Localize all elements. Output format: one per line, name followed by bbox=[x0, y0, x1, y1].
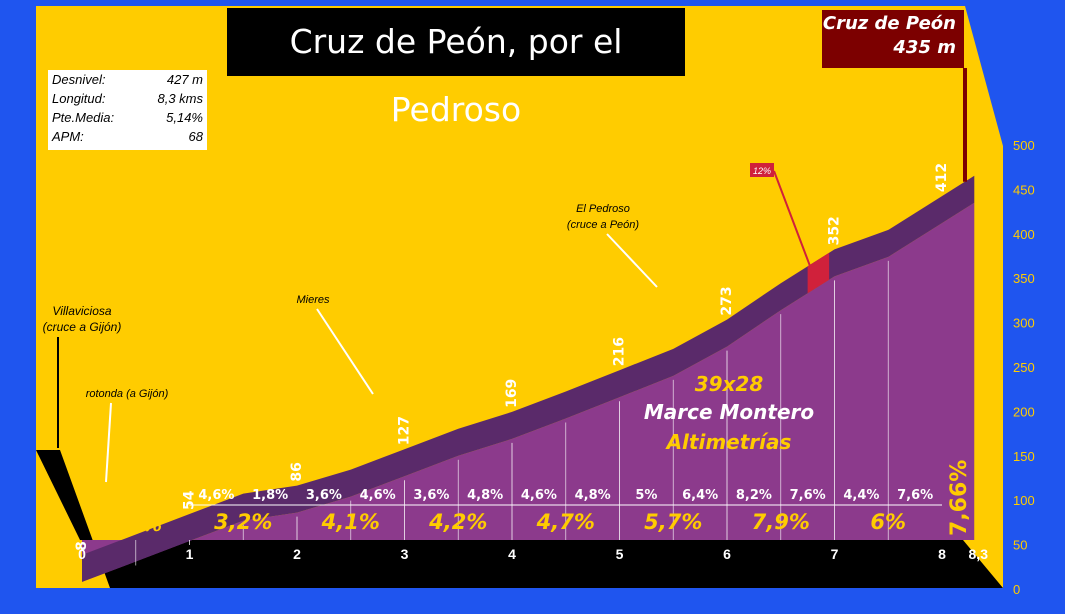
y-tick-label: 100 bbox=[1013, 493, 1035, 508]
altitude-label: 54 bbox=[182, 490, 198, 510]
location-annotation: (cruce a Peón) bbox=[567, 219, 639, 231]
location-annotation: rotonda (a Gijón) bbox=[86, 388, 169, 400]
altitude-label: 412 bbox=[934, 163, 950, 192]
stat-label: Pte.Media: bbox=[52, 110, 115, 125]
half-km-gradient: 4,8% bbox=[575, 488, 611, 503]
x-tick-label: 6 bbox=[723, 546, 731, 562]
x-tick-label: 8,3 bbox=[969, 546, 989, 562]
profile-area bbox=[82, 202, 975, 582]
km-gradient: 5,7% bbox=[644, 510, 702, 534]
x-tick-label: 2 bbox=[293, 546, 301, 562]
altitude-label: 273 bbox=[719, 286, 735, 315]
half-km-gradient: 8,2% bbox=[736, 488, 772, 503]
stat-label: Desnivel: bbox=[52, 72, 106, 87]
km-gradient: 4,7% bbox=[536, 510, 595, 534]
location-annotation: Mieres bbox=[296, 294, 330, 306]
x-tick-label: 4 bbox=[508, 546, 516, 562]
stat-row: Desnivel: 427 m bbox=[48, 70, 207, 89]
half-km-gradient: 7,6% bbox=[790, 488, 826, 503]
summit-name: Cruz de Peón bbox=[822, 13, 956, 34]
half-km-gradient: 1,8% bbox=[252, 488, 288, 503]
x-tick-label: 3 bbox=[401, 546, 409, 562]
stat-row: Longitud: 8,3 kms bbox=[48, 89, 207, 108]
stat-row: Pte.Media: 5,14% bbox=[48, 108, 207, 127]
steep-pointer bbox=[773, 170, 813, 271]
altitude-label: 86 bbox=[289, 462, 305, 481]
location-annotation: Villaviciosa bbox=[52, 304, 111, 318]
y-tick-label: 0 bbox=[1013, 582, 1020, 597]
altitude-label: 216 bbox=[612, 337, 628, 366]
half-km-gradient: 7,6% bbox=[897, 488, 933, 503]
y-tick-label: 500 bbox=[1013, 138, 1035, 153]
altitude-label: 352 bbox=[827, 216, 843, 245]
brand-text: Marce Montero bbox=[644, 400, 815, 424]
annotation-pointer bbox=[316, 308, 374, 395]
half-km-gradient: 3,6% bbox=[413, 488, 449, 503]
location-annotation: (cruce a Gijón) bbox=[43, 320, 122, 334]
location-annotation: El Pedroso bbox=[576, 203, 630, 215]
stat-row: APM: 68 bbox=[48, 127, 207, 146]
steep-section-marker bbox=[807, 252, 830, 294]
x-tick-label: 1 bbox=[186, 546, 194, 562]
x-tick-label: 7 bbox=[831, 546, 839, 562]
half-km-gradient: 4,6% bbox=[198, 488, 234, 503]
steep-label-box bbox=[750, 163, 774, 177]
x-tick-label: 0 bbox=[78, 546, 86, 562]
x-tick-label: 8 bbox=[938, 546, 946, 562]
axis-base-bar bbox=[36, 450, 1003, 588]
y-tick-label: 300 bbox=[1013, 316, 1035, 331]
half-km-gradient: 4,6% bbox=[521, 488, 557, 503]
half-km-gradient: 5% bbox=[635, 488, 657, 503]
km-gradient: 6% bbox=[870, 510, 906, 534]
annotation-pointer bbox=[105, 402, 112, 483]
half-km-gradient: 6,4% bbox=[682, 488, 718, 503]
stat-value: 8,3 kms bbox=[157, 91, 203, 106]
stat-value: 5,14% bbox=[166, 110, 203, 125]
half-km-gradient: 3,6% bbox=[306, 488, 342, 503]
profile-ribbon bbox=[82, 175, 975, 582]
y-tick-label: 250 bbox=[1013, 360, 1035, 375]
summit-box: Cruz de Peón 435 m bbox=[822, 10, 964, 68]
altitude-label: 169 bbox=[504, 379, 520, 408]
km-gradient: 4,1% bbox=[321, 510, 380, 534]
y-tick-label: 350 bbox=[1013, 271, 1035, 286]
brand-text: Altimetrías bbox=[665, 430, 792, 454]
half-km-gradient: 4,8% bbox=[467, 488, 503, 503]
y-tick-label: 150 bbox=[1013, 449, 1035, 464]
stat-value: 427 m bbox=[166, 72, 203, 87]
km-gradient: 3,2% bbox=[214, 510, 272, 534]
stats-panel: Desnivel: 427 m Longitud: 8,3 kms Pte.Medi… bbox=[48, 70, 207, 150]
stat-value: 68 bbox=[188, 129, 203, 144]
stat-label: APM: bbox=[52, 129, 84, 144]
summit-altitude: 435 m bbox=[893, 37, 956, 58]
km-gradient: 4,2% bbox=[428, 510, 487, 534]
km-gradient: 4,6% bbox=[108, 514, 162, 536]
half-km-gradient: 4,4% bbox=[843, 488, 879, 503]
chart-title: Cruz de Peón, por el Pedroso bbox=[227, 8, 685, 129]
brand-text: 39x28 bbox=[695, 372, 764, 396]
y-tick-label: 400 bbox=[1013, 227, 1035, 242]
altitude-label: 127 bbox=[397, 416, 413, 445]
y-tick-label: 50 bbox=[1013, 538, 1027, 553]
x-tick-label: 5 bbox=[616, 546, 624, 562]
y-tick-label: 200 bbox=[1013, 404, 1035, 419]
half-km-gradient: 4,6% bbox=[360, 488, 396, 503]
stat-label: Longitud: bbox=[52, 91, 106, 106]
annotation-pointer bbox=[606, 233, 658, 288]
steep-label: 12% bbox=[753, 166, 771, 176]
km-gradient: 7,66% bbox=[947, 460, 972, 536]
y-tick-label: 450 bbox=[1013, 182, 1035, 197]
altitude-label: 8 bbox=[74, 541, 90, 551]
km-gradient: 7,9% bbox=[752, 510, 810, 534]
